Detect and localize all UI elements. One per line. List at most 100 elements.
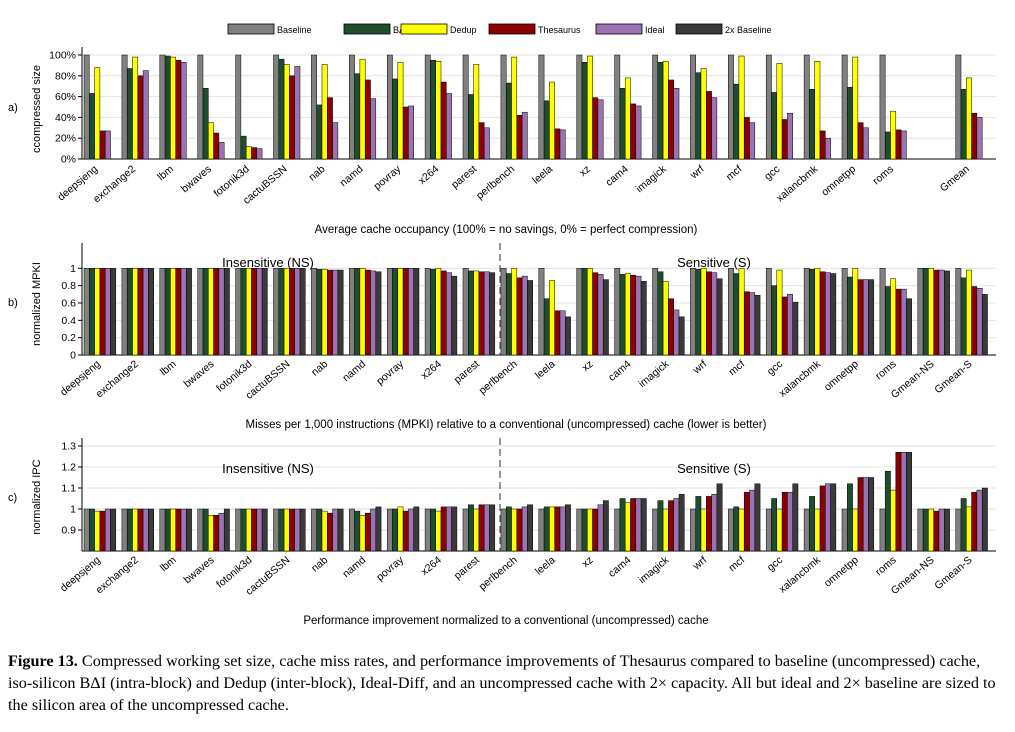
bar bbox=[825, 483, 831, 552]
category-label: bwaves bbox=[179, 163, 214, 195]
bar bbox=[549, 506, 555, 552]
bar bbox=[349, 268, 355, 356]
category-label: gcc bbox=[765, 358, 785, 378]
bar bbox=[776, 63, 783, 160]
x-axis-label: Performance improvement normalized to a … bbox=[303, 615, 708, 627]
bar bbox=[245, 268, 252, 356]
bar bbox=[218, 268, 225, 356]
bar bbox=[110, 508, 117, 552]
bar bbox=[527, 504, 533, 552]
bar bbox=[451, 506, 458, 552]
bar bbox=[397, 506, 404, 552]
bar bbox=[749, 292, 756, 356]
figure-caption: Figure 13. Compressed working set size, … bbox=[8, 650, 1006, 716]
legend-swatch bbox=[227, 23, 275, 35]
bar bbox=[435, 268, 442, 356]
bar bbox=[511, 268, 518, 356]
bar bbox=[311, 54, 317, 160]
bar bbox=[311, 508, 317, 552]
bar bbox=[424, 54, 431, 160]
bar bbox=[483, 271, 490, 356]
bar bbox=[223, 268, 230, 356]
bar bbox=[392, 268, 399, 356]
legend-swatch bbox=[595, 23, 643, 35]
bar bbox=[809, 496, 815, 552]
bar bbox=[402, 106, 409, 160]
bar bbox=[895, 452, 902, 552]
bar bbox=[852, 56, 859, 160]
bar bbox=[430, 59, 436, 160]
bar bbox=[678, 494, 685, 552]
category-label: imagick bbox=[636, 358, 672, 391]
category-label: gcc bbox=[765, 554, 785, 574]
bar bbox=[879, 268, 886, 356]
bar bbox=[559, 129, 566, 160]
bar bbox=[483, 504, 490, 552]
bar bbox=[354, 510, 361, 552]
bar bbox=[126, 268, 133, 356]
bar bbox=[235, 54, 242, 160]
caption-label: Figure 13. bbox=[8, 652, 78, 670]
bar bbox=[180, 508, 187, 552]
bar bbox=[332, 122, 339, 160]
region-label-sensitive: Sensitive (S) bbox=[677, 255, 751, 270]
bar bbox=[738, 268, 745, 356]
bar bbox=[99, 510, 106, 552]
category-label: wrf bbox=[690, 554, 709, 573]
bar bbox=[349, 54, 355, 160]
bar bbox=[413, 506, 420, 552]
bar bbox=[137, 268, 144, 356]
bar bbox=[960, 89, 967, 160]
bar bbox=[787, 112, 793, 160]
bar bbox=[668, 500, 674, 552]
bar bbox=[960, 277, 967, 356]
bar bbox=[132, 56, 139, 160]
bar bbox=[619, 498, 626, 552]
bar bbox=[657, 62, 664, 160]
bar bbox=[559, 310, 566, 356]
bar bbox=[543, 506, 550, 552]
bar bbox=[375, 506, 382, 552]
bar bbox=[955, 508, 962, 552]
bar bbox=[635, 275, 642, 356]
bar bbox=[549, 280, 555, 356]
category-label: bwaves bbox=[182, 358, 217, 390]
y-tick-label: 40% bbox=[55, 112, 76, 124]
bar bbox=[430, 508, 436, 552]
y-axis-label: ccompressed size bbox=[31, 65, 43, 153]
panel-a-compressed-size: a) ccompressed size0%20%40%60%80%100%deep… bbox=[8, 47, 996, 236]
bar bbox=[208, 268, 214, 356]
bar bbox=[890, 278, 897, 356]
legend-swatch bbox=[488, 23, 536, 35]
bar bbox=[218, 512, 225, 552]
bar bbox=[121, 268, 128, 356]
bar bbox=[402, 268, 409, 356]
bar bbox=[468, 504, 474, 552]
category-label: exchange2 bbox=[94, 554, 141, 596]
bar bbox=[180, 268, 187, 356]
bar bbox=[289, 268, 295, 356]
bar bbox=[690, 268, 696, 356]
bar bbox=[657, 500, 664, 552]
bar bbox=[521, 111, 528, 160]
bar bbox=[538, 54, 545, 160]
bar bbox=[771, 92, 778, 160]
bar bbox=[976, 288, 983, 356]
y-tick-label: 100% bbox=[49, 50, 76, 62]
category-label: perlbench bbox=[474, 163, 517, 202]
bar bbox=[386, 508, 393, 552]
y-tick-label: 0.8 bbox=[61, 280, 76, 292]
category-label: wrf bbox=[687, 163, 706, 182]
bar bbox=[354, 268, 361, 356]
bar bbox=[917, 268, 924, 356]
bar bbox=[278, 58, 285, 160]
bar bbox=[462, 268, 469, 356]
bar bbox=[327, 269, 333, 356]
bar bbox=[294, 508, 301, 552]
bar bbox=[478, 271, 485, 356]
bar bbox=[245, 508, 252, 552]
bar bbox=[223, 508, 230, 552]
bar bbox=[749, 489, 756, 552]
bar bbox=[624, 273, 631, 356]
bar bbox=[971, 112, 978, 160]
